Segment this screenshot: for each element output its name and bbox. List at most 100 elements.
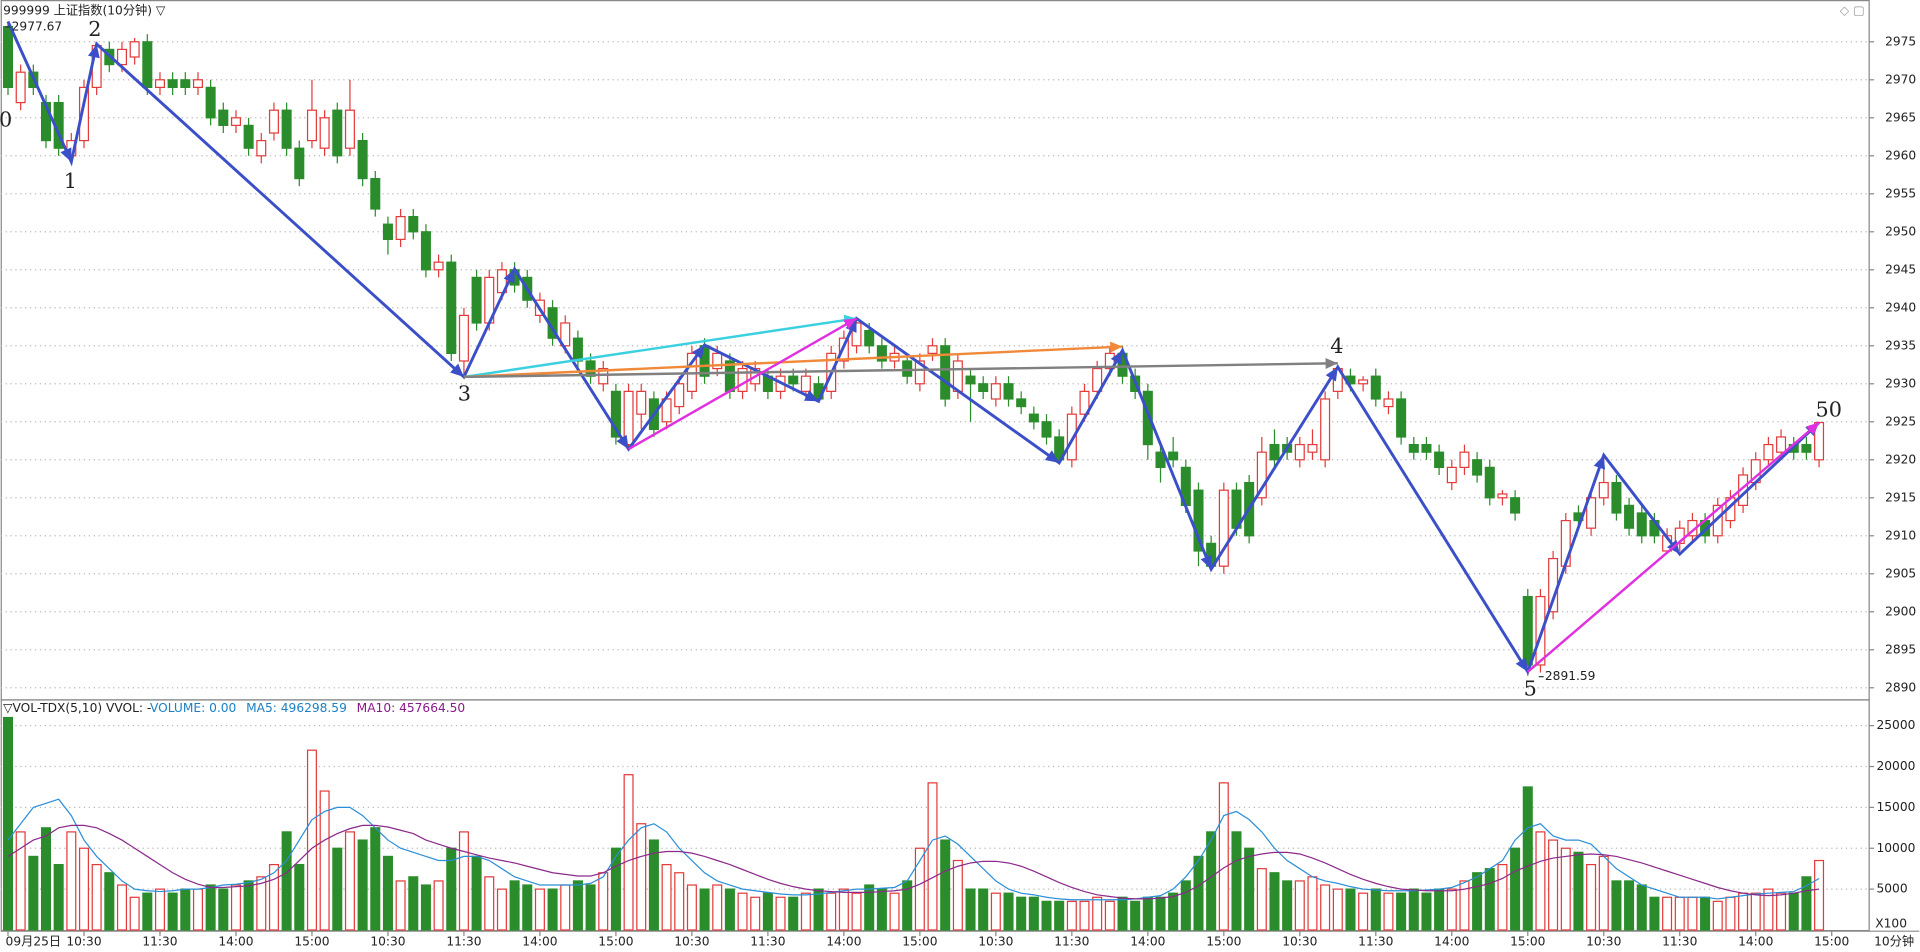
x-tick-label: 11:30 (1358, 935, 1393, 949)
wave-line (463, 362, 1338, 379)
volume-bar (585, 884, 596, 931)
candle-body (1003, 383, 1014, 400)
candle-body (344, 109, 355, 149)
volume-bar (1320, 884, 1331, 931)
volume-bar (1256, 868, 1267, 931)
candle-body (1408, 443, 1419, 453)
volume-bar (1434, 888, 1445, 931)
candle-body (142, 41, 153, 89)
candle-body (1155, 451, 1166, 468)
period-label[interactable]: 10分钟 (1874, 934, 1914, 949)
wave-label: 3 (458, 382, 471, 406)
wave-arrowhead (503, 269, 515, 284)
candle-body (1142, 390, 1153, 446)
candle-body (1104, 352, 1115, 370)
wave-label: 0 (0, 108, 12, 132)
volume-bar (78, 847, 90, 931)
candle-body (1193, 489, 1204, 552)
volume-bar (1725, 896, 1736, 931)
volume-bar (1700, 896, 1711, 931)
candle-body (1636, 512, 1647, 537)
volume-bar (40, 827, 52, 931)
candle-body (965, 375, 976, 385)
x-tick-label: 15:00 (1206, 935, 1241, 949)
y-tick-label: 2940 (1885, 300, 1916, 314)
candle-body (572, 337, 583, 362)
candle-body (1624, 504, 1635, 529)
candle-body (914, 360, 925, 385)
volume-bar (940, 839, 951, 931)
volume-bar (1598, 855, 1609, 931)
volume-bar (1231, 831, 1242, 931)
y-tick-label: 5000 (1877, 882, 1908, 896)
y-tick-label: 2945 (1885, 262, 1916, 276)
candle-body (129, 41, 140, 58)
candle-body (395, 215, 406, 241)
wave-label: 2 (88, 17, 101, 41)
x-tick-label: 14:00 (1434, 935, 1469, 949)
y-tick-label: 2965 (1885, 110, 1916, 124)
volume-bar (116, 884, 128, 931)
volume-bar (1079, 900, 1090, 931)
wave-arrowhead (1325, 357, 1338, 369)
candle-body (1041, 421, 1052, 438)
volume-bar (1649, 896, 1660, 931)
candle-body (1510, 497, 1521, 514)
candle-body (927, 345, 938, 354)
volume-unit: X100 (1875, 916, 1907, 930)
volume-bar (1408, 888, 1419, 931)
y-tick-label: 2895 (1885, 642, 1916, 656)
volume-bar (1307, 876, 1318, 931)
candle-body (319, 117, 330, 149)
wave-arrowhead (616, 434, 629, 450)
volume-bar (1535, 831, 1546, 931)
candle-body (408, 215, 419, 233)
volume-bar (167, 892, 178, 931)
x-tick-label: 11:30 (1662, 935, 1697, 949)
candle-body (433, 261, 444, 271)
candle-body (1256, 451, 1267, 499)
candle-body (192, 79, 203, 89)
candle-body (1358, 379, 1369, 385)
volume-bar (800, 892, 811, 931)
wave-line (463, 317, 857, 379)
volume-bar (1712, 900, 1723, 931)
y-tick-label: 20000 (1877, 759, 1916, 773)
y-tick-label: 2975 (1885, 34, 1916, 48)
y-tick-label: 2900 (1885, 604, 1916, 618)
volume-bar (484, 876, 495, 931)
wave-arrowhead (1515, 657, 1528, 672)
volume-bar (382, 855, 393, 931)
window-icons[interactable]: ◇ ▢ (1840, 4, 1865, 18)
y-tick-label: 25000 (1877, 718, 1916, 732)
volume-bar (1028, 896, 1039, 931)
volume-bar (724, 888, 735, 931)
candle-body (78, 86, 90, 142)
wave-line (1526, 421, 1820, 673)
x-tick-label: 11:30 (750, 935, 785, 949)
volume-bar (661, 863, 672, 931)
volume-bar (281, 831, 292, 931)
volume-bar (1548, 839, 1559, 931)
volume-bar (1332, 888, 1343, 931)
candle-body (167, 79, 178, 89)
candle-body (268, 109, 279, 134)
candle-body (1472, 459, 1483, 476)
candle-body (1066, 413, 1077, 461)
candle-body (788, 375, 799, 385)
volume-bar (737, 892, 748, 931)
candle-body (294, 147, 305, 180)
volume-bar (1801, 876, 1812, 931)
candle-body (218, 109, 229, 127)
candle-body (1016, 398, 1027, 408)
candle-body (116, 48, 128, 66)
candle-body (1674, 527, 1685, 544)
volume-bar (1738, 892, 1749, 931)
wave-arrowhead (450, 363, 464, 377)
x-tick-label: 11:30 (446, 935, 481, 949)
volume-bar (1054, 900, 1065, 931)
candle-body (256, 139, 267, 157)
volume-bar (1180, 880, 1191, 931)
x-tick-label: 15:00 (598, 935, 633, 949)
